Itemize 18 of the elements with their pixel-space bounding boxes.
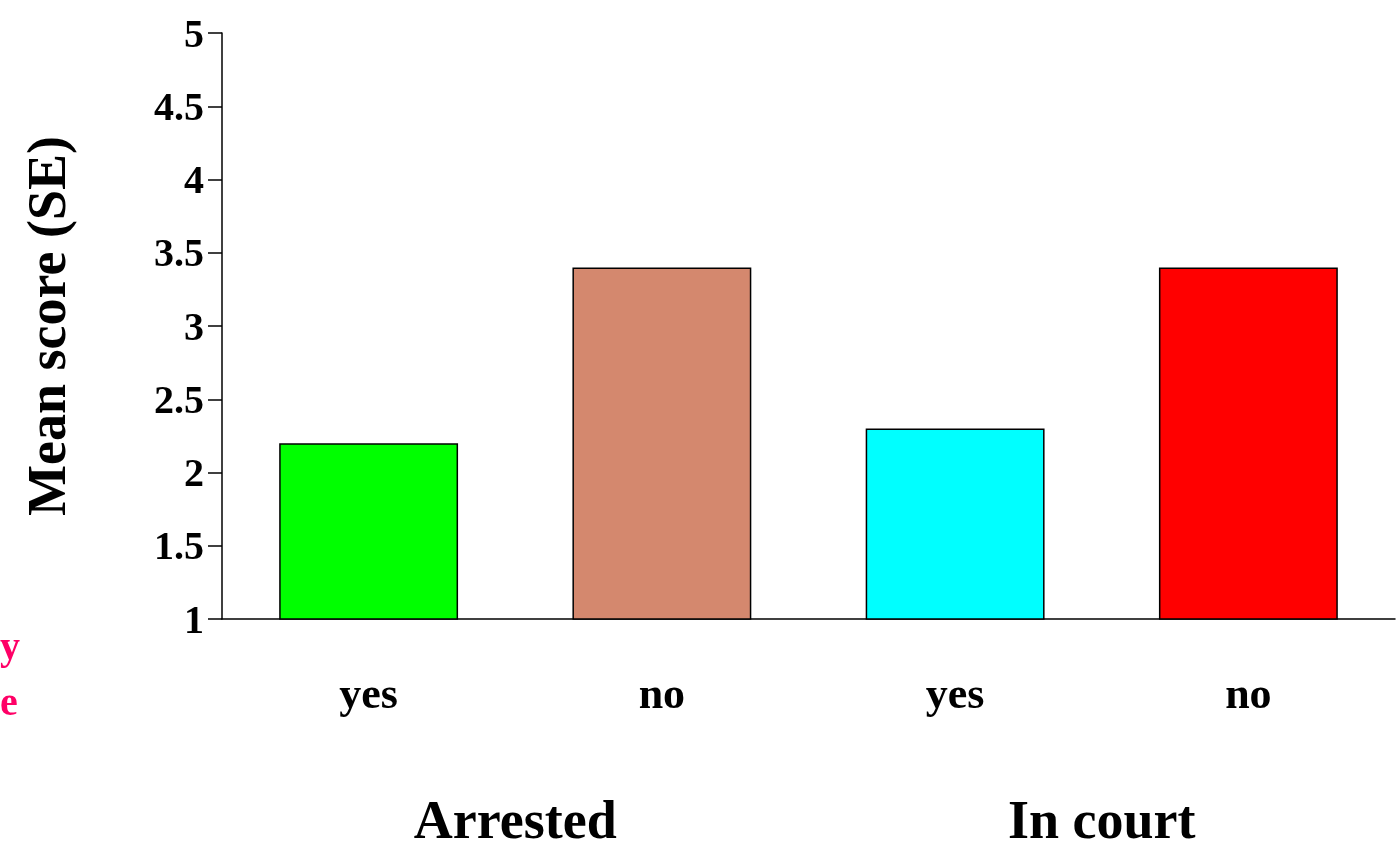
x-tick-label: no (638, 668, 686, 718)
text: Arrested (413, 790, 617, 848)
y-tick-label: 5 (184, 10, 204, 56)
y-tick-label: 1.5 (154, 523, 204, 569)
x-tick-label: yes (925, 668, 985, 718)
y-axis-title: Mean score (SE) (17, 136, 77, 516)
y-tick-label: 3.5 (154, 230, 204, 276)
text: In court (1008, 790, 1196, 848)
text: e (0, 678, 18, 724)
text: y (0, 622, 20, 668)
y-tick-label: 2 (184, 450, 204, 495)
y-tick-label: 4.5 (154, 83, 204, 129)
x-tick-label: no (1225, 668, 1272, 718)
y-tick-label: 3 (184, 303, 204, 349)
y-tick-label: 4 (184, 157, 204, 202)
x-tick-label: yes (339, 668, 398, 718)
y-tick-label: 2.5 (154, 376, 204, 422)
y-tick-label: 1 (184, 596, 204, 642)
